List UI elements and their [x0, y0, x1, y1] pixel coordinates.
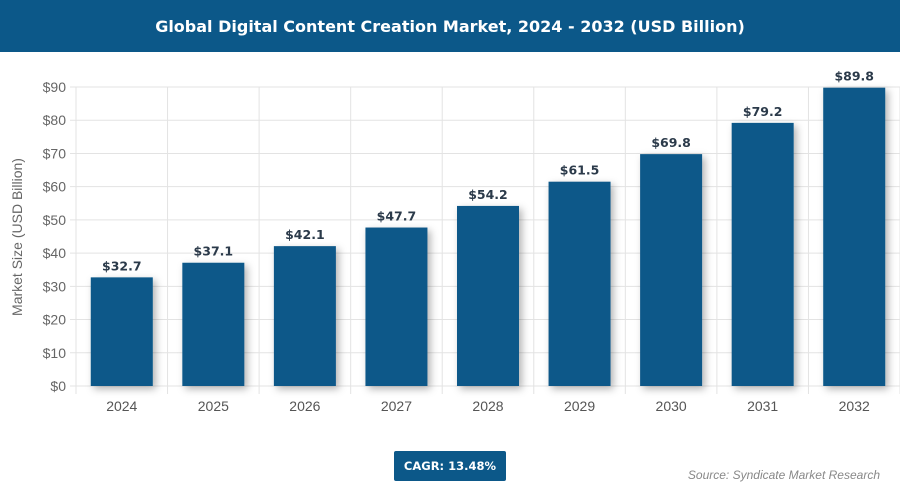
- y-tick-label: $90: [43, 79, 67, 95]
- data-label: $42.1: [285, 227, 325, 242]
- y-tick-label: $20: [43, 312, 67, 328]
- x-tick-label: 2024: [106, 398, 137, 414]
- bar-2031: [731, 122, 794, 386]
- x-tick-label: 2028: [472, 398, 503, 414]
- x-tick-label: 2025: [198, 398, 229, 414]
- bar-2030: [640, 154, 703, 386]
- cagr-badge: CAGR: 13.48%: [394, 451, 506, 481]
- data-label: $47.7: [377, 209, 417, 224]
- bar-2027: [365, 227, 428, 386]
- data-label: $69.8: [651, 135, 691, 150]
- y-tick-label: $10: [43, 345, 67, 361]
- y-tick-label: $40: [43, 245, 67, 261]
- data-label: $89.8: [834, 69, 874, 84]
- source-note: Source: Syndicate Market Research: [687, 468, 880, 482]
- bar-2028: [457, 205, 519, 386]
- y-tick-label: $50: [43, 212, 67, 228]
- y-axis-label: Market Size (USD Billion): [9, 158, 25, 316]
- data-label: $61.5: [560, 163, 600, 178]
- y-tick-label: $60: [43, 179, 67, 195]
- bar-2026: [273, 246, 336, 386]
- x-tick-label: 2031: [747, 398, 778, 414]
- bar-2025: [182, 262, 245, 386]
- bar-2032: [823, 87, 886, 387]
- y-tick-label: $0: [50, 378, 66, 394]
- bar-2029: [548, 181, 611, 386]
- data-label: $79.2: [743, 104, 783, 119]
- x-tick-label: 2026: [289, 398, 320, 414]
- data-label: $32.7: [102, 258, 142, 273]
- x-tick-label: 2032: [839, 398, 870, 414]
- data-label: $37.1: [194, 244, 234, 259]
- y-tick-label: $30: [43, 278, 67, 294]
- data-label: $54.2: [468, 187, 508, 202]
- y-tick-label: $80: [43, 112, 67, 128]
- bar-2024: [90, 277, 153, 386]
- x-tick-label: 2027: [381, 398, 412, 414]
- x-tick-label: 2030: [656, 398, 687, 414]
- x-tick-label: 2029: [564, 398, 595, 414]
- y-tick-label: $70: [43, 145, 67, 161]
- chart-title: Global Digital Content Creation Market, …: [0, 0, 900, 52]
- bar-chart: Market Size (USD Billion) $0 $10 $20 $30 $40…: [9, 69, 900, 414]
